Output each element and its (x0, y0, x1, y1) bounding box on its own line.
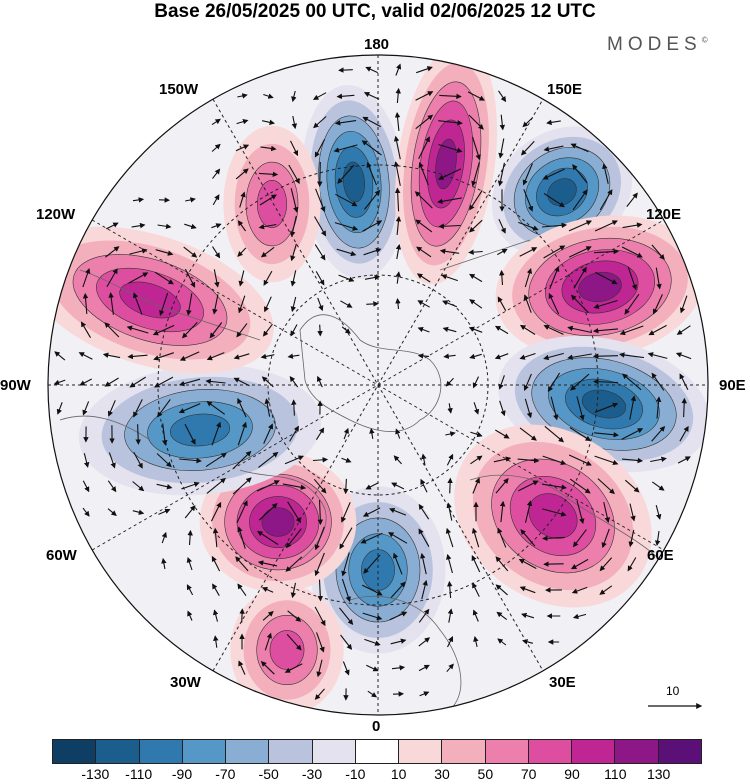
lon-label-150e: 150E (547, 82, 582, 98)
wind-vector (320, 325, 321, 336)
colorbar-tick: -110 (125, 766, 152, 782)
colorbar-swatch (571, 740, 614, 763)
wind-vector (320, 162, 321, 186)
colorbar-swatch (139, 740, 182, 763)
vector-scale-label: 10 (666, 684, 679, 698)
polar-stereographic-map (0, 0, 750, 735)
wind-vector (339, 70, 353, 71)
colorbar-swatch (658, 740, 701, 763)
colorbar-tick: 50 (478, 766, 494, 782)
colorbar-tick: 130 (647, 766, 670, 782)
colorbar-swatch (355, 740, 398, 763)
colorbar-swatch (485, 740, 528, 763)
lon-label-90e: 90E (719, 378, 746, 394)
colorbar-tick: 70 (521, 766, 537, 782)
colorbar-tick: 30 (434, 766, 450, 782)
anomaly-mid-atlantic-high (230, 585, 343, 715)
wind-vector (450, 479, 451, 494)
lon-label-150w: 150W (159, 82, 198, 98)
wind-vector (366, 304, 377, 305)
lon-label-180: 180 (364, 37, 389, 53)
lon-label-60w: 60W (46, 548, 77, 564)
contour-fill (270, 630, 304, 669)
colorbar-tick: -130 (81, 766, 109, 782)
colorbar-tick: -90 (172, 766, 192, 782)
colorbar-swatch (528, 740, 571, 763)
anomaly-alaska-high (223, 126, 320, 283)
colorbar-tick: -30 (302, 766, 322, 782)
colorbar-swatch (182, 740, 225, 763)
colorbar-swatch (398, 740, 441, 763)
colorbar-swatch (614, 740, 657, 763)
colorbar-swatch (95, 740, 138, 763)
wind-vector (242, 609, 243, 622)
lon-label-120e: 120E (646, 207, 681, 223)
lon-label-30e: 30E (549, 675, 576, 691)
colorbar-tick: 90 (564, 766, 580, 782)
colorbar-tick: 10 (391, 766, 407, 782)
colorbar-tick: 110 (604, 766, 626, 782)
lon-label-120w: 120W (36, 207, 75, 223)
colorbar-tick: -70 (215, 766, 235, 782)
wind-vector (594, 356, 618, 357)
colorbar-swatch (312, 740, 355, 763)
colorbar-swatch (53, 740, 95, 763)
lon-label-0: 0 (372, 719, 380, 735)
colorbar-tick-labels: -130 -110 -90 -70 -50 -30 -10 10 30 50 70 90 110 130 (0, 766, 750, 784)
lon-label-90w: 90W (0, 378, 31, 394)
colorbar (52, 739, 702, 764)
colorbar-tick: -10 (345, 766, 365, 782)
colorbar-tick: -50 (259, 766, 279, 782)
lon-label-30w: 30W (170, 675, 201, 691)
colorbar-swatch (225, 740, 268, 763)
contour-fill (262, 508, 294, 537)
colorbar-swatch (268, 740, 311, 763)
colorbar-swatch (441, 740, 484, 763)
lon-label-60e: 60E (647, 548, 674, 564)
